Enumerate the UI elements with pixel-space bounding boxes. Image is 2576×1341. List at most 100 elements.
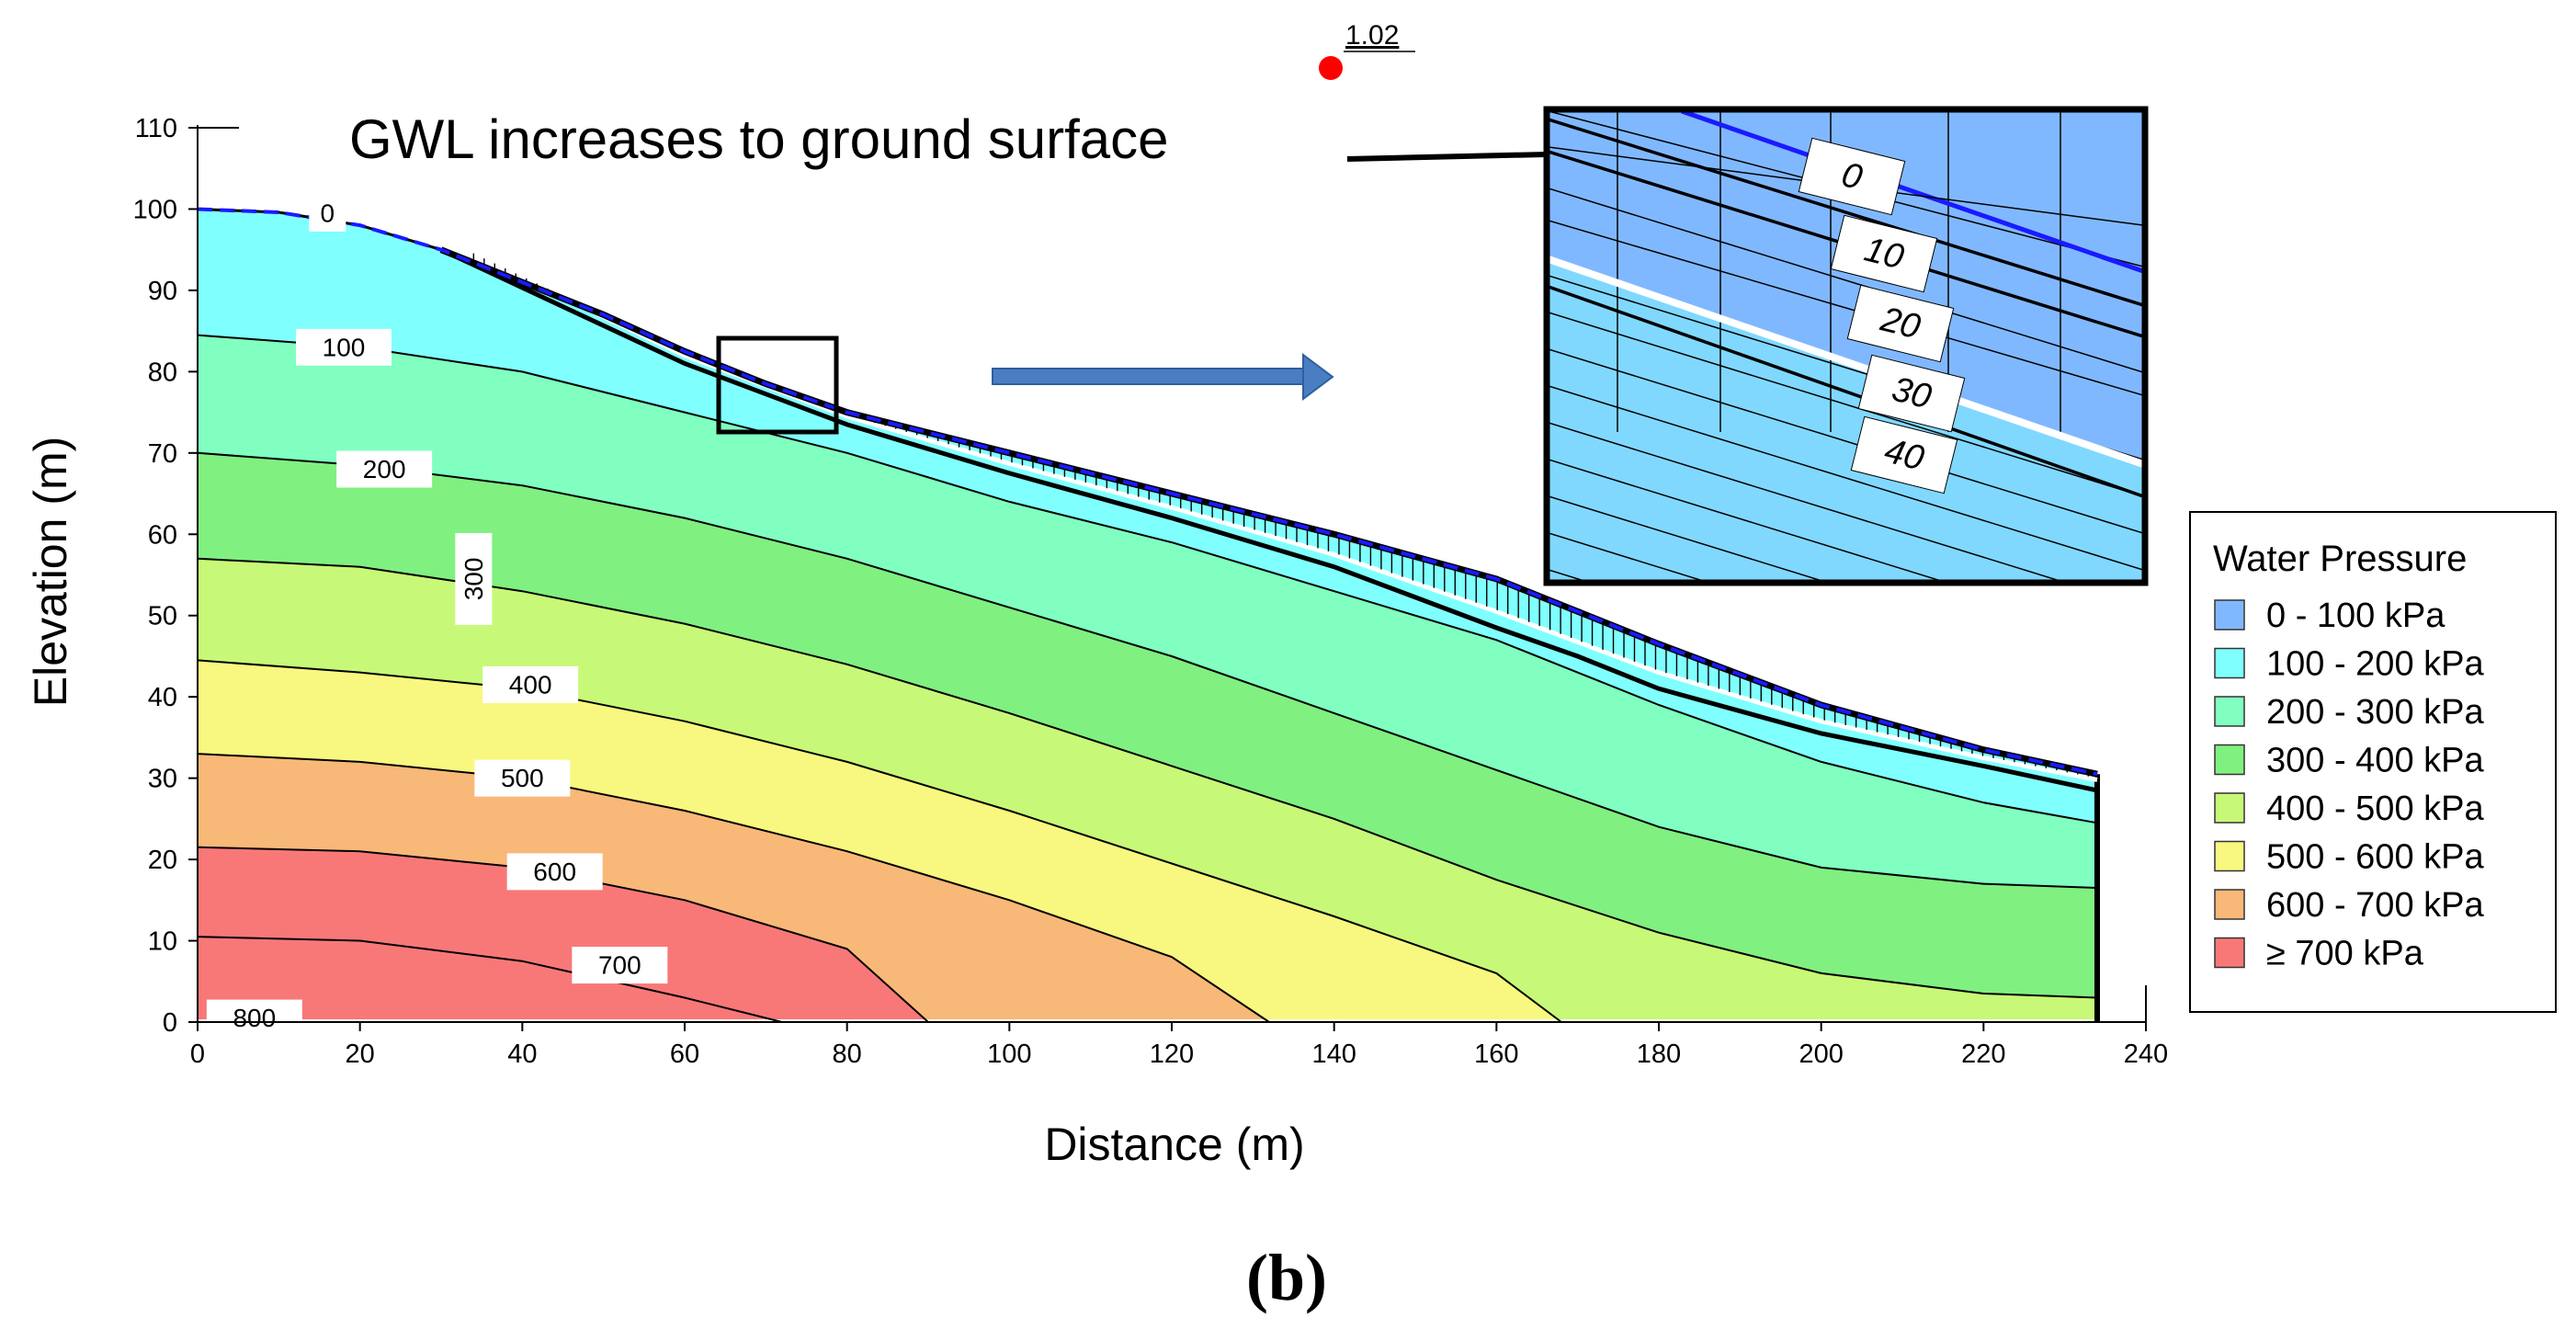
contour-label-text: 600 [533, 858, 576, 886]
contour-line-600 [197, 846, 929, 1023]
inset-contour-line [1549, 495, 1825, 581]
inset-label-text: 10 [1860, 231, 1907, 278]
inset-zoom: 0 10 20 30 40 [1543, 106, 2149, 586]
inset-label-text: 20 [1876, 300, 1923, 347]
inset-contour-line [1549, 385, 2143, 571]
x-tick-label: 200 [1799, 1040, 1843, 1069]
legend-label: 600 - 700 kPa [2266, 886, 2484, 925]
contour-line-100 [197, 334, 2098, 824]
contour-label-300: 300 [455, 532, 493, 625]
legend-swatch [2214, 840, 2245, 872]
legend: Water Pressure 0 - 100 kPa 100 - 200 kPa 2… [2189, 511, 2557, 1013]
contour-label-text: 700 [598, 951, 641, 980]
contour-label-500: 500 [474, 759, 571, 797]
inset-lower-band [1549, 262, 2143, 581]
legend-swatch [2214, 937, 2245, 969]
zoom-arrow-head [1302, 353, 1334, 401]
slip-surface [197, 207, 2098, 793]
contour-label-text: 300 [460, 558, 488, 601]
x-tick-label: 100 [987, 1040, 1031, 1069]
contour-label-200: 200 [336, 450, 433, 488]
inset-label: 30 [1857, 354, 1966, 433]
contour-label-text: 100 [323, 333, 366, 361]
y-tick-label: 50 [148, 602, 177, 631]
contour-line-300 [197, 557, 2098, 999]
contour-label-600: 600 [506, 853, 603, 891]
contour-labels: 0 100 200 300 400 500 600 700 800 [206, 194, 668, 1037]
contour-label-text: 500 [501, 764, 544, 792]
legend-entry: 100 - 200 kPa [2214, 645, 2484, 684]
legend-entry: ≥ 700 kPa [2214, 935, 2424, 973]
legend-label: 100 - 200 kPa [2266, 645, 2484, 684]
y-tick-label: 80 [148, 358, 177, 387]
contour-label-text: 200 [363, 455, 406, 483]
legend-label: 200 - 300 kPa [2266, 693, 2484, 732]
x-tick-label: 120 [1150, 1040, 1194, 1069]
legend-swatch [2214, 599, 2245, 631]
x-tick-label: 240 [2124, 1040, 2168, 1069]
inset-label: 40 [1850, 415, 1958, 494]
legend-swatch [2214, 889, 2245, 920]
contour-label-700: 700 [572, 947, 668, 984]
inset-white-line [1549, 256, 2143, 468]
x-tick-label: 80 [833, 1040, 862, 1069]
inset-contour-line [1549, 459, 1944, 581]
legend-entry: 400 - 500 kPa [2214, 790, 2484, 828]
slice-hatching [472, 253, 2089, 777]
contour-line-200 [197, 451, 2098, 889]
inset-contour-line [1549, 312, 2143, 497]
legend-label: ≥ 700 kPa [2266, 935, 2424, 973]
factor-of-safety: 1.02 [1319, 20, 1415, 80]
inset-lines [1549, 111, 2143, 581]
legend-entry: 300 - 400 kPa [2214, 742, 2484, 780]
contour-label-text: 0 [321, 199, 335, 227]
y-tick-label: 100 [133, 195, 177, 224]
y-tick-label: 10 [148, 927, 177, 957]
legend-label: 400 - 500 kPa [2266, 790, 2484, 828]
inset-contour-line [1549, 532, 1706, 581]
x-ticks: 0 20 40 60 80 100 120 140 160 180 200 220 240 [190, 1022, 2168, 1069]
x-tick-label: 140 [1311, 1040, 1356, 1069]
legend-label: 300 - 400 kPa [2266, 742, 2484, 780]
contour-label-800: 800 [206, 999, 302, 1037]
y-tick-label: 70 [148, 439, 177, 469]
legend-swatch [2214, 696, 2245, 727]
y-tick-label: 0 [163, 1008, 177, 1038]
inset-frame [1543, 106, 2149, 586]
fos-label: 1.02 [1345, 20, 1399, 51]
water-table-line [197, 207, 2098, 777]
x-tick-label: 220 [1961, 1040, 2005, 1069]
inset-label: 10 [1830, 214, 1938, 293]
contour-label-0: 0 [309, 194, 346, 232]
x-tick-label: 180 [1637, 1040, 1681, 1069]
contour-label-100: 100 [296, 328, 392, 366]
inset-contour-line [1549, 422, 2062, 581]
contour-label-text: 800 [233, 1004, 276, 1032]
inset-contour-line [1549, 348, 2143, 534]
y-axis-title: Elevation (m) [25, 437, 76, 708]
y-tick-label: 110 [135, 114, 177, 143]
y-tick-label: 20 [148, 846, 177, 875]
contour-plot: 0 100 200 300 400 500 600 700 800 [197, 194, 2100, 1037]
x-tick-label: 0 [190, 1040, 205, 1069]
zoom-box [716, 335, 839, 435]
contour-lines [197, 334, 2100, 1023]
contour-line-400 [197, 659, 1562, 1023]
x-tick-label: 160 [1474, 1040, 1518, 1069]
zoom-arrow-shaft [992, 368, 1308, 385]
legend-title: Water Pressure [2213, 539, 2467, 579]
zoom-arrow [992, 353, 1334, 401]
pressure-bands [198, 209, 2097, 1019]
legend-entry: 600 - 700 kPa [2214, 886, 2484, 925]
contour-line-700 [197, 936, 783, 1023]
inset-contour-line [1549, 220, 2143, 396]
legend-label: 0 - 100 kPa [2266, 597, 2445, 635]
contour-line-500 [197, 753, 1270, 1023]
inset-contour-line [1549, 188, 2143, 373]
legend-swatch [2214, 744, 2245, 776]
slip-surface-line [439, 247, 2098, 793]
figure-caption: (b) [1246, 1241, 1327, 1314]
axes: 0 20 40 60 80 100 120 140 160 180 200 220 240 010203… [25, 114, 2168, 1170]
